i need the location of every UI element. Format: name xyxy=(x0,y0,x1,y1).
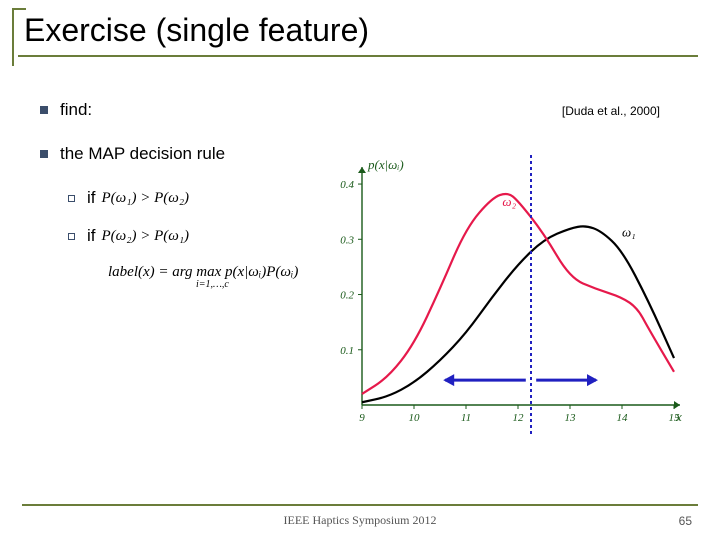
svg-text:ω₁: ω₁ xyxy=(622,225,636,240)
bullet-text: the MAP decision rule xyxy=(60,144,225,164)
footer-text: IEEE Haptics Symposium 2012 xyxy=(0,513,720,528)
title-bar: Exercise (single feature) xyxy=(18,12,698,57)
bullet-text: find: xyxy=(60,100,92,120)
svg-text:0.1: 0.1 xyxy=(340,345,354,357)
slide: Exercise (single feature) [Duda et al., … xyxy=(0,0,720,540)
svg-text:11: 11 xyxy=(461,412,471,424)
svg-text:x: x xyxy=(675,409,682,424)
svg-text:0.2: 0.2 xyxy=(340,290,354,302)
svg-text:9: 9 xyxy=(359,412,365,424)
svg-text:14: 14 xyxy=(617,412,629,424)
svg-text:0.4: 0.4 xyxy=(340,179,354,191)
slide-title: Exercise (single feature) xyxy=(18,12,698,49)
svg-text:13: 13 xyxy=(565,412,577,424)
bullet-find: find: xyxy=(40,100,680,120)
svg-text:10: 10 xyxy=(409,412,421,424)
likelihood-chart: 91011121314150.10.20.30.4p(x|ωᵢ)xω₂ω₁ xyxy=(318,155,688,435)
bullet-text: if xyxy=(87,188,96,208)
bullet-square-icon xyxy=(40,106,48,114)
subbullet-square-icon xyxy=(68,233,75,240)
subbullet-square-icon xyxy=(68,195,75,202)
chart-svg: 91011121314150.10.20.30.4p(x|ωᵢ)xω₂ω₁ xyxy=(318,155,688,435)
svg-text:0.3: 0.3 xyxy=(340,234,354,246)
svg-text:ω₂: ω₂ xyxy=(502,194,516,209)
svg-text:p(x|ωᵢ): p(x|ωᵢ) xyxy=(367,157,404,172)
bullet-text: if xyxy=(87,226,96,246)
formula-p2: P(ω₂) > P(ω₁) xyxy=(102,228,190,245)
svg-text:12: 12 xyxy=(513,412,525,424)
page-number: 65 xyxy=(679,514,692,528)
footer-line xyxy=(22,504,698,506)
bullet-square-icon xyxy=(40,150,48,158)
formula-p1: P(ω₁) > P(ω₂) xyxy=(102,190,190,207)
